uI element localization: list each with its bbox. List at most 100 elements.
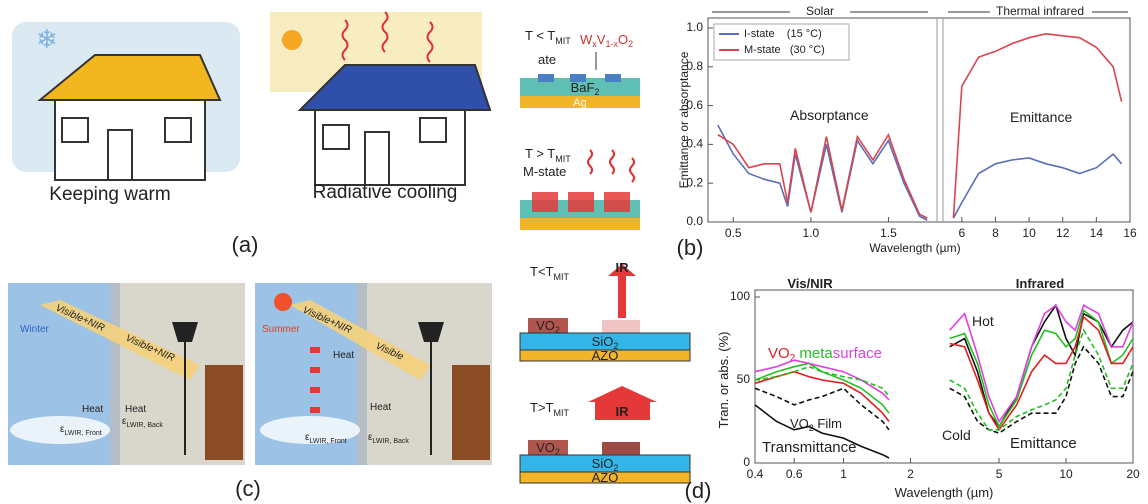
condition: T < TMIT xyxy=(525,28,571,46)
emissivity: εLWIR, Front xyxy=(60,424,102,437)
y-tick-label: 0.4 xyxy=(686,137,703,151)
cond-sub: MIT xyxy=(555,154,571,164)
y-axis-label: Emittance or absorptance xyxy=(677,51,691,188)
x-tick-label: 12 xyxy=(1056,226,1070,240)
condition: T>TMIT xyxy=(530,400,569,418)
t: 2 xyxy=(613,463,618,473)
layer-label: VO2 xyxy=(536,440,560,457)
cloud xyxy=(10,416,110,444)
plot-frame xyxy=(754,289,1134,464)
layer-label: SiO2 xyxy=(592,456,619,473)
ir-label: IR xyxy=(616,404,630,419)
x-tick-label: 5 xyxy=(996,467,1003,481)
beam xyxy=(40,300,200,380)
state: M-state xyxy=(523,164,566,179)
panel-label: (d) xyxy=(685,478,712,503)
emissivity: εLWIR, Front xyxy=(305,432,347,445)
t: VO xyxy=(536,440,555,455)
panel-label: (a) xyxy=(232,232,259,257)
layer xyxy=(520,96,640,108)
particle xyxy=(568,192,594,212)
emissivity: εLWIR, Back xyxy=(122,416,163,429)
ir-label: IR xyxy=(616,260,630,275)
e: ε xyxy=(305,432,310,443)
x-axis-label: Wavelength (µm) xyxy=(895,485,994,500)
t: 2 xyxy=(555,325,560,335)
t: BaF xyxy=(571,80,595,95)
a: Film xyxy=(814,416,842,431)
annotation: Emittance xyxy=(1010,435,1077,452)
particle xyxy=(604,192,630,212)
layer-label: AZO xyxy=(592,348,619,363)
layer-label: Ag xyxy=(573,97,586,109)
x-tick-label: 2 xyxy=(907,467,914,481)
x-tick-label: 0.6 xyxy=(786,467,803,481)
shelf xyxy=(452,365,490,460)
x-axis-label: Wavelength (µm) xyxy=(869,241,960,255)
e: ε xyxy=(60,424,65,435)
particle xyxy=(605,74,621,82)
heat-arrows xyxy=(310,347,320,413)
t: 2 xyxy=(594,87,599,97)
y-tick-label: 0.8 xyxy=(686,59,703,73)
caption: Keeping warm xyxy=(49,184,170,205)
title: Infrared xyxy=(1016,276,1064,291)
t: VO xyxy=(536,318,555,333)
emissivity: εLWIR, Back xyxy=(368,432,409,445)
lamp xyxy=(418,322,444,342)
chart-d-text: Vis/NIR Infrared VO2 metasurface VO2 Fil… xyxy=(685,276,1077,503)
annotation: Absorptance xyxy=(790,107,869,123)
caption: Radiative cooling xyxy=(313,182,458,203)
layer xyxy=(520,78,640,96)
y-tick-label: 1.0 xyxy=(686,20,703,34)
cond-text: T > T xyxy=(525,146,555,161)
ir-arrow xyxy=(595,402,650,420)
series-line xyxy=(754,328,1134,431)
e: ε xyxy=(122,416,127,427)
snow-icon: ❄ xyxy=(36,24,58,54)
door xyxy=(364,131,390,186)
cloud xyxy=(260,416,360,444)
shelf xyxy=(205,365,243,460)
e: LWIR, Front xyxy=(64,430,101,437)
azo xyxy=(519,471,691,484)
layer-label: BaF2 xyxy=(571,80,600,97)
a: 2 xyxy=(790,353,796,364)
x-tick-label: 10 xyxy=(1059,467,1073,481)
f: O xyxy=(618,32,628,47)
season: Winter xyxy=(20,324,50,335)
annotation: Hot xyxy=(972,313,994,329)
y-tick-label: 50 xyxy=(737,372,751,386)
layer xyxy=(520,218,640,230)
particle xyxy=(538,74,554,82)
c: T<T xyxy=(530,264,554,279)
y-tick-label: 0.0 xyxy=(686,214,703,228)
e: LWIR, Front xyxy=(309,438,346,445)
cond-sub: MIT xyxy=(555,36,571,46)
formula: WxV1-xO2 xyxy=(580,32,633,49)
chart-b-text: Solar Thermal infrared Absorptance Emitt… xyxy=(677,4,1128,260)
annotation: Emittance xyxy=(1010,109,1072,125)
layer-label: VO2 xyxy=(536,318,560,335)
t: SiO xyxy=(592,334,614,349)
heat-label: Heat xyxy=(125,404,146,415)
radiation xyxy=(587,149,635,183)
series-line xyxy=(754,303,1134,459)
particle xyxy=(532,192,558,212)
window xyxy=(322,124,350,150)
c: MIT xyxy=(553,272,569,282)
vo2 xyxy=(602,442,640,455)
panel-label: (b) xyxy=(677,235,704,260)
f: W xyxy=(580,32,593,47)
condition: T<TMIT xyxy=(530,264,569,282)
y-tick-label: 0 xyxy=(743,455,750,469)
particle xyxy=(570,74,586,82)
e: LWIR, Back xyxy=(126,422,163,429)
y-tick-label: 0.6 xyxy=(686,98,703,112)
a: meta xyxy=(795,345,833,362)
azo xyxy=(519,349,691,362)
cond-text: T < T xyxy=(525,28,555,43)
x-tick-label: 1.5 xyxy=(880,226,897,240)
f: 2 xyxy=(628,39,633,49)
legend-label: I-state (15 °C) xyxy=(744,28,822,40)
